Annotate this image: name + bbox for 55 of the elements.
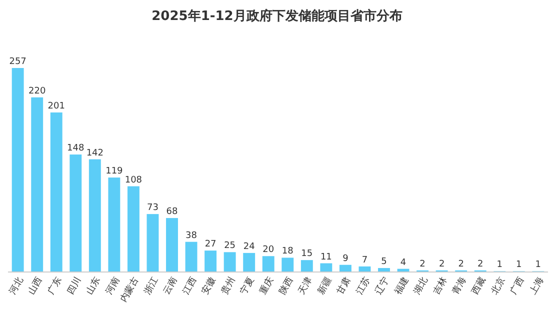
data-label: 27 xyxy=(204,240,216,250)
x-tick-label: 青海 xyxy=(450,275,469,296)
data-label: 73 xyxy=(147,203,158,214)
data-label: 201 xyxy=(48,101,65,112)
data-label: 1 xyxy=(516,260,522,270)
x-tick-label: 浙江 xyxy=(142,275,160,296)
data-label: 108 xyxy=(124,175,142,186)
data-label: 18 xyxy=(282,246,294,257)
data-label: 7 xyxy=(362,255,368,266)
data-label: 2 xyxy=(458,259,464,270)
data-label: 142 xyxy=(86,148,104,158)
data-label: 15 xyxy=(301,249,313,260)
x-tick-label: 四川 xyxy=(64,275,84,296)
data-label: 38 xyxy=(186,230,198,241)
x-tick-label: 云南 xyxy=(161,275,180,296)
x-tick-label: 陕西 xyxy=(276,275,296,296)
chart-title: 2025年1-12月政府下发储能项目省市分布 xyxy=(152,8,402,24)
x-tick-label: 福建 xyxy=(392,275,412,296)
x-tick-label: 宁夏 xyxy=(238,275,257,296)
data-label: 2 xyxy=(420,259,426,270)
data-label: 148 xyxy=(67,144,85,154)
data-label: 2 xyxy=(477,259,484,270)
data-label: 5 xyxy=(381,257,387,268)
x-tick-label: 甘肃 xyxy=(334,275,354,296)
x-tick-label: 安徽 xyxy=(200,275,218,296)
data-label: 1 xyxy=(496,260,502,270)
x-tick-label: 重庆 xyxy=(258,275,276,296)
x-tick-label: 辽宁 xyxy=(373,275,392,296)
x-tick-label: 西藏 xyxy=(470,275,488,296)
x-tick-label: 河北 xyxy=(7,275,26,296)
data-label: 2 xyxy=(438,259,445,270)
x-tick-label: 江西 xyxy=(180,275,200,296)
x-tick-label: 新疆 xyxy=(315,275,334,296)
x-tick-label: 天津 xyxy=(296,275,315,296)
data-label: 24 xyxy=(243,242,256,252)
x-tick-label: 湖北 xyxy=(412,275,430,296)
x-tick-label: 上海 xyxy=(527,275,546,296)
x-tick-label: 北京 xyxy=(488,275,508,296)
x-tick-label: 山西 xyxy=(26,275,45,296)
x-tick-label: 贵州 xyxy=(219,275,238,296)
data-label: 25 xyxy=(224,241,236,252)
data-label: 68 xyxy=(166,207,178,218)
data-label: 220 xyxy=(28,86,46,96)
data-label: 4 xyxy=(400,258,406,268)
data-label: 257 xyxy=(9,57,26,67)
data-label: 20 xyxy=(262,245,274,256)
data-label: 9 xyxy=(342,254,349,264)
x-tick-label: 广西 xyxy=(508,275,527,296)
x-tick-label: 江苏 xyxy=(354,275,372,296)
data-label: 1 xyxy=(535,260,542,270)
x-tick-label: 广东 xyxy=(46,275,64,296)
data-label: 11 xyxy=(320,252,332,262)
data-label: 119 xyxy=(106,166,124,177)
x-tick-label: 吉林 xyxy=(431,275,450,296)
x-tick-label: 山东 xyxy=(84,275,103,296)
